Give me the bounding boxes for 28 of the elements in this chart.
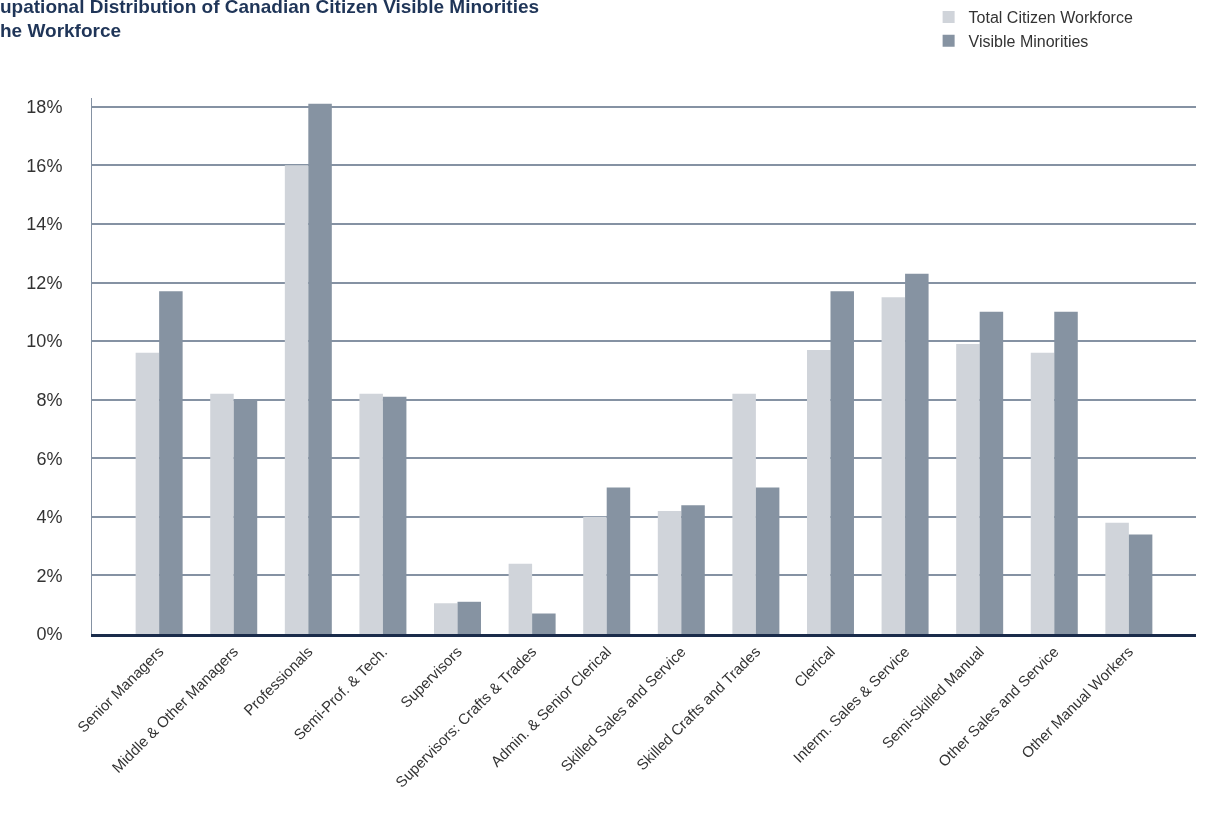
legend-label: Total Citizen Workforce [968, 9, 1133, 27]
bar [532, 613, 556, 634]
bar [210, 393, 234, 634]
bar [583, 516, 607, 634]
bar [284, 165, 309, 634]
bar [434, 603, 458, 634]
y-tick-label: 12% [26, 272, 63, 293]
bar [359, 393, 383, 634]
y-tick-label: 16% [26, 155, 63, 176]
bar [457, 601, 482, 634]
y-tick-label: 2% [36, 565, 63, 586]
y-tick-label: 10% [26, 331, 63, 352]
bar [1030, 352, 1055, 634]
legend-label: Visible Minorities [968, 32, 1089, 50]
bar [732, 393, 756, 634]
bar [508, 563, 533, 634]
bar [806, 349, 831, 634]
y-tick-label: 18% [26, 97, 63, 118]
bar [881, 297, 906, 634]
bar [1105, 522, 1129, 634]
y-tick-label: 6% [36, 448, 63, 469]
y-tick-label: 14% [26, 214, 63, 235]
bar [135, 352, 160, 634]
bar [956, 344, 980, 634]
y-tick-label: 0% [36, 624, 63, 645]
bar [657, 510, 682, 634]
y-tick-label: 8% [36, 389, 63, 410]
y-tick-label: 4% [36, 507, 63, 528]
